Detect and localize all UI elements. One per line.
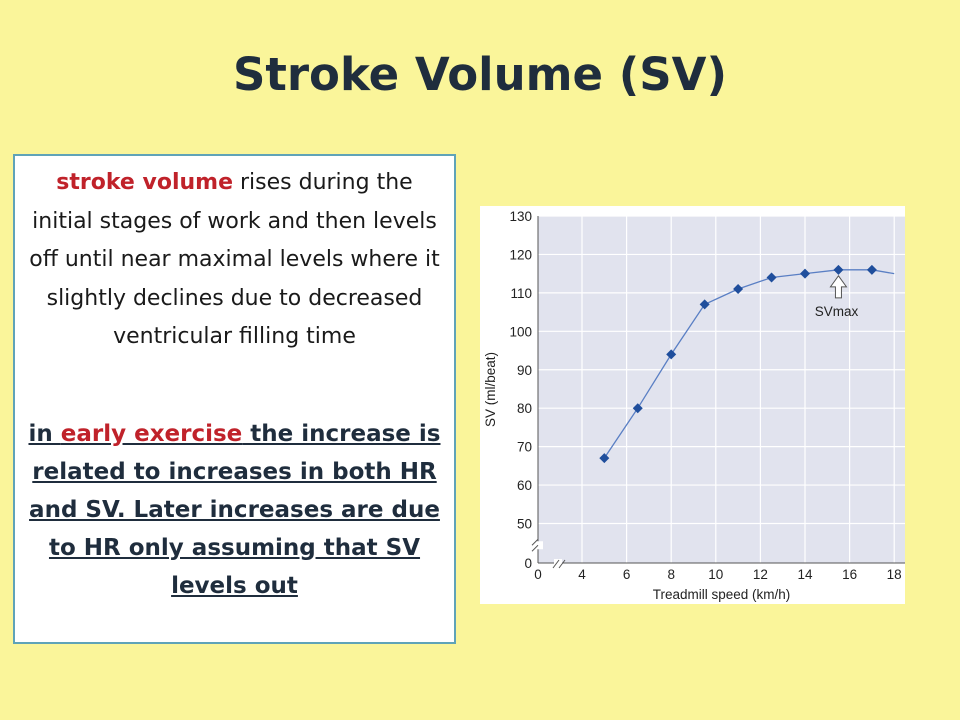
data-point-marker bbox=[699, 299, 710, 310]
x-tick-label: 16 bbox=[842, 567, 857, 582]
paragraph-2-text: the increase is related to increases in … bbox=[29, 420, 441, 599]
x-tick-label: 4 bbox=[578, 567, 586, 582]
paragraph-2-prefix: in bbox=[28, 420, 61, 447]
slide-title: Stroke Volume (SV) bbox=[232, 48, 728, 101]
y-tick-label: 100 bbox=[509, 324, 532, 339]
x-tick-label: 10 bbox=[708, 567, 723, 582]
y-tick-label: 80 bbox=[517, 401, 532, 416]
x-tick-label: 12 bbox=[753, 567, 768, 582]
early-exercise-term: early exercise bbox=[60, 420, 243, 447]
x-tick-label: 8 bbox=[667, 567, 675, 582]
svmax-label: SVmax bbox=[815, 304, 859, 319]
early-exercise-paragraph: in early exercise the increase is relate… bbox=[25, 415, 444, 605]
x-tick-label: 0 bbox=[534, 567, 542, 582]
x-tick-label: 18 bbox=[887, 567, 902, 582]
data-point-marker bbox=[800, 268, 810, 279]
data-point-marker bbox=[766, 272, 777, 283]
y-tick-label: 90 bbox=[517, 363, 532, 378]
chart-svg: 0 50 60 70 80 90 100 110 120 130 0 4 6 8 10 12 14 16 18 Tre… bbox=[483, 209, 905, 602]
data-point-marker bbox=[866, 264, 877, 275]
y-tick-label: 50 bbox=[517, 517, 532, 532]
data-point-marker bbox=[833, 264, 844, 275]
stroke-volume-term: stroke volume bbox=[56, 170, 233, 195]
y-tick-label: 60 bbox=[517, 478, 532, 493]
x-axis-title: Treadmill speed (km/h) bbox=[653, 587, 791, 602]
x-tick-label: 6 bbox=[623, 567, 631, 582]
x-axis-break-gap bbox=[554, 559, 562, 567]
explanation-paragraph: stroke volume rises during the initial s… bbox=[25, 164, 444, 357]
y-tick-label: 0 bbox=[524, 556, 532, 571]
x-axis-break-mark bbox=[552, 559, 566, 569]
explanation-box: stroke volume rises during the initial s… bbox=[13, 154, 456, 644]
data-point-marker bbox=[599, 453, 610, 464]
y-tick-label: 70 bbox=[517, 440, 532, 455]
stroke-volume-chart: 0 50 60 70 80 90 100 110 120 130 0 4 6 8 10 12 14 16 18 Tre… bbox=[480, 206, 905, 604]
y-tick-label: 120 bbox=[509, 247, 532, 262]
paragraph-1-text: rises during the initial stages of work … bbox=[29, 170, 440, 349]
series-line bbox=[603, 269, 895, 459]
data-point-marker bbox=[666, 349, 677, 360]
plot-background bbox=[538, 216, 905, 563]
y-axis-title: SV (ml/beat) bbox=[483, 352, 498, 427]
y-axis-break-mark bbox=[531, 538, 539, 552]
data-point-marker bbox=[733, 284, 744, 295]
y-tick-label: 110 bbox=[510, 286, 532, 301]
y-tick-label: 130 bbox=[509, 209, 532, 224]
data-point-marker bbox=[632, 403, 643, 414]
svmax-arrow-icon bbox=[829, 274, 848, 299]
x-tick-label: 14 bbox=[797, 567, 813, 582]
